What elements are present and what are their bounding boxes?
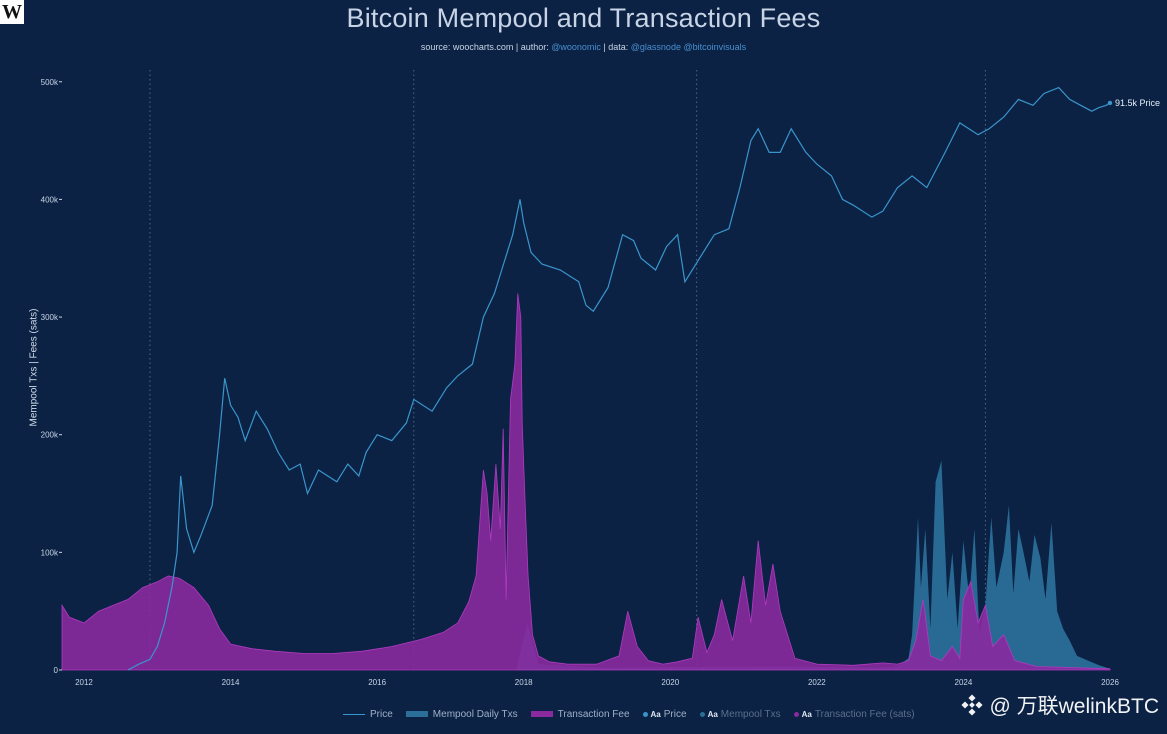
legend-mempool[interactable]: Mempool Daily Txs <box>405 708 518 720</box>
legend-price-label[interactable]: Aa Price <box>642 708 687 720</box>
x-tick-label: 2024 <box>955 678 973 687</box>
legend-fee-text: Transaction Fee <box>557 708 630 720</box>
halving-lines <box>149 70 986 670</box>
author-link[interactable]: @woonomic <box>551 42 601 52</box>
y-tick-label: 500k <box>41 78 59 87</box>
x-tick-label: 2016 <box>368 678 386 687</box>
x-tick-label: 2026 <box>1101 678 1119 687</box>
price-end-dot <box>1107 100 1113 106</box>
price-dot-icon <box>642 711 648 717</box>
legend-fee-label-text: Transaction Fee (sats) <box>814 708 915 720</box>
area-series <box>61 293 1111 671</box>
y-tick-label: 0 <box>54 666 59 675</box>
line-series <box>127 86 1111 671</box>
y-tick-label: 200k <box>41 431 59 440</box>
x-axis-ticks: 2012 2014 2016 2018 2020 2022 2024 2026 <box>75 678 1119 687</box>
chart-title: Bitcoin Mempool and Transaction Fees <box>346 3 821 33</box>
x-tick-label: 2020 <box>661 678 679 687</box>
x-tick-label: 2012 <box>75 678 93 687</box>
y-tick-label: 300k <box>41 313 59 322</box>
fee-area <box>61 293 1111 671</box>
x-tick-label: 2018 <box>515 678 533 687</box>
legend-mempool-label-text: Mempool Txs <box>720 708 781 720</box>
legend-fee[interactable]: Transaction Fee <box>530 708 630 720</box>
subtitle-data-label: | data: <box>600 42 631 52</box>
fee-dot-icon <box>793 711 799 717</box>
price-line <box>127 86 1111 671</box>
data-source-link[interactable]: @glassnode @bitcoinvisuals <box>630 42 747 52</box>
x-tick-label: 2022 <box>808 678 826 687</box>
subtitle-source: source: woocharts.com | author: <box>420 42 552 52</box>
watermark: @ 万联welinkBTC <box>961 690 1159 720</box>
legend-price-label-text: Price <box>663 708 687 720</box>
price-end-label-group: 91.5k Price <box>1107 98 1160 108</box>
legend: Price Mempool Daily Txs Transaction Fee … <box>343 707 928 721</box>
binance-diamond-icon <box>961 694 984 716</box>
legend-price-text: Price <box>370 708 393 720</box>
aa-icon: Aa <box>707 709 718 719</box>
fee-swatch <box>530 711 553 717</box>
mempool-dot-icon <box>699 711 705 717</box>
legend-price[interactable]: Price <box>343 709 393 720</box>
legend-mempool-label[interactable]: Aa Mempool Txs <box>699 708 781 720</box>
aa-icon: Aa <box>650 709 661 719</box>
watermark-text: @ 万联welinkBTC <box>989 695 1159 718</box>
y-axis-ticks: 0 100k 200k 300k 400k 500k <box>41 78 62 675</box>
y-tick-label: 400k <box>41 195 59 204</box>
price-line-swatch <box>343 713 365 715</box>
chart-subtitle: source: woocharts.com | author: @woonomi… <box>0 42 1167 52</box>
legend-fee-label[interactable]: Aa Transaction Fee (sats) <box>793 708 915 720</box>
x-tick-label: 2014 <box>222 678 240 687</box>
legend-mempool-text: Mempool Daily Txs <box>432 708 518 720</box>
mempool-swatch <box>405 711 428 717</box>
woocharts-logo: W <box>0 0 24 24</box>
y-tick-label: 100k <box>41 548 59 557</box>
price-end-label: 91.5k Price <box>1115 98 1160 108</box>
aa-icon: Aa <box>801 709 812 719</box>
